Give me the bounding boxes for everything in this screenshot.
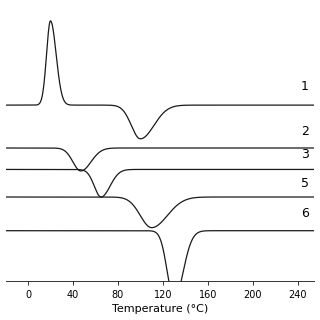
Text: 5: 5 bbox=[301, 177, 309, 190]
Text: 6: 6 bbox=[301, 207, 309, 220]
X-axis label: Temperature (°C): Temperature (°C) bbox=[112, 304, 208, 315]
Text: 1: 1 bbox=[301, 80, 309, 93]
Text: 2: 2 bbox=[301, 125, 309, 138]
Text: 3: 3 bbox=[301, 148, 309, 161]
